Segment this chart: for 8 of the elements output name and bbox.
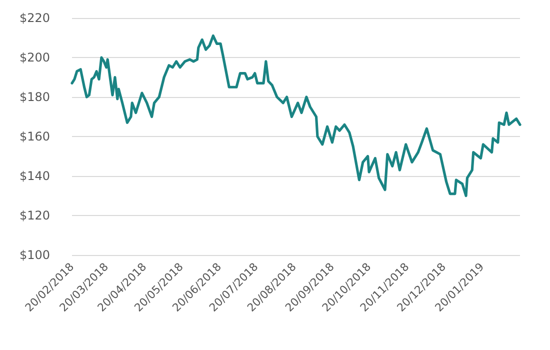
y-tick-label: $120 xyxy=(19,208,50,222)
y-tick-label: $100 xyxy=(19,248,50,262)
y-tick-label: $180 xyxy=(19,90,50,104)
y-tick-label: $200 xyxy=(19,50,50,64)
y-tick-label: $140 xyxy=(19,169,50,183)
line-series xyxy=(70,34,522,198)
y-tick-label: $160 xyxy=(19,130,50,144)
y-tick-label: $220 xyxy=(19,11,50,25)
